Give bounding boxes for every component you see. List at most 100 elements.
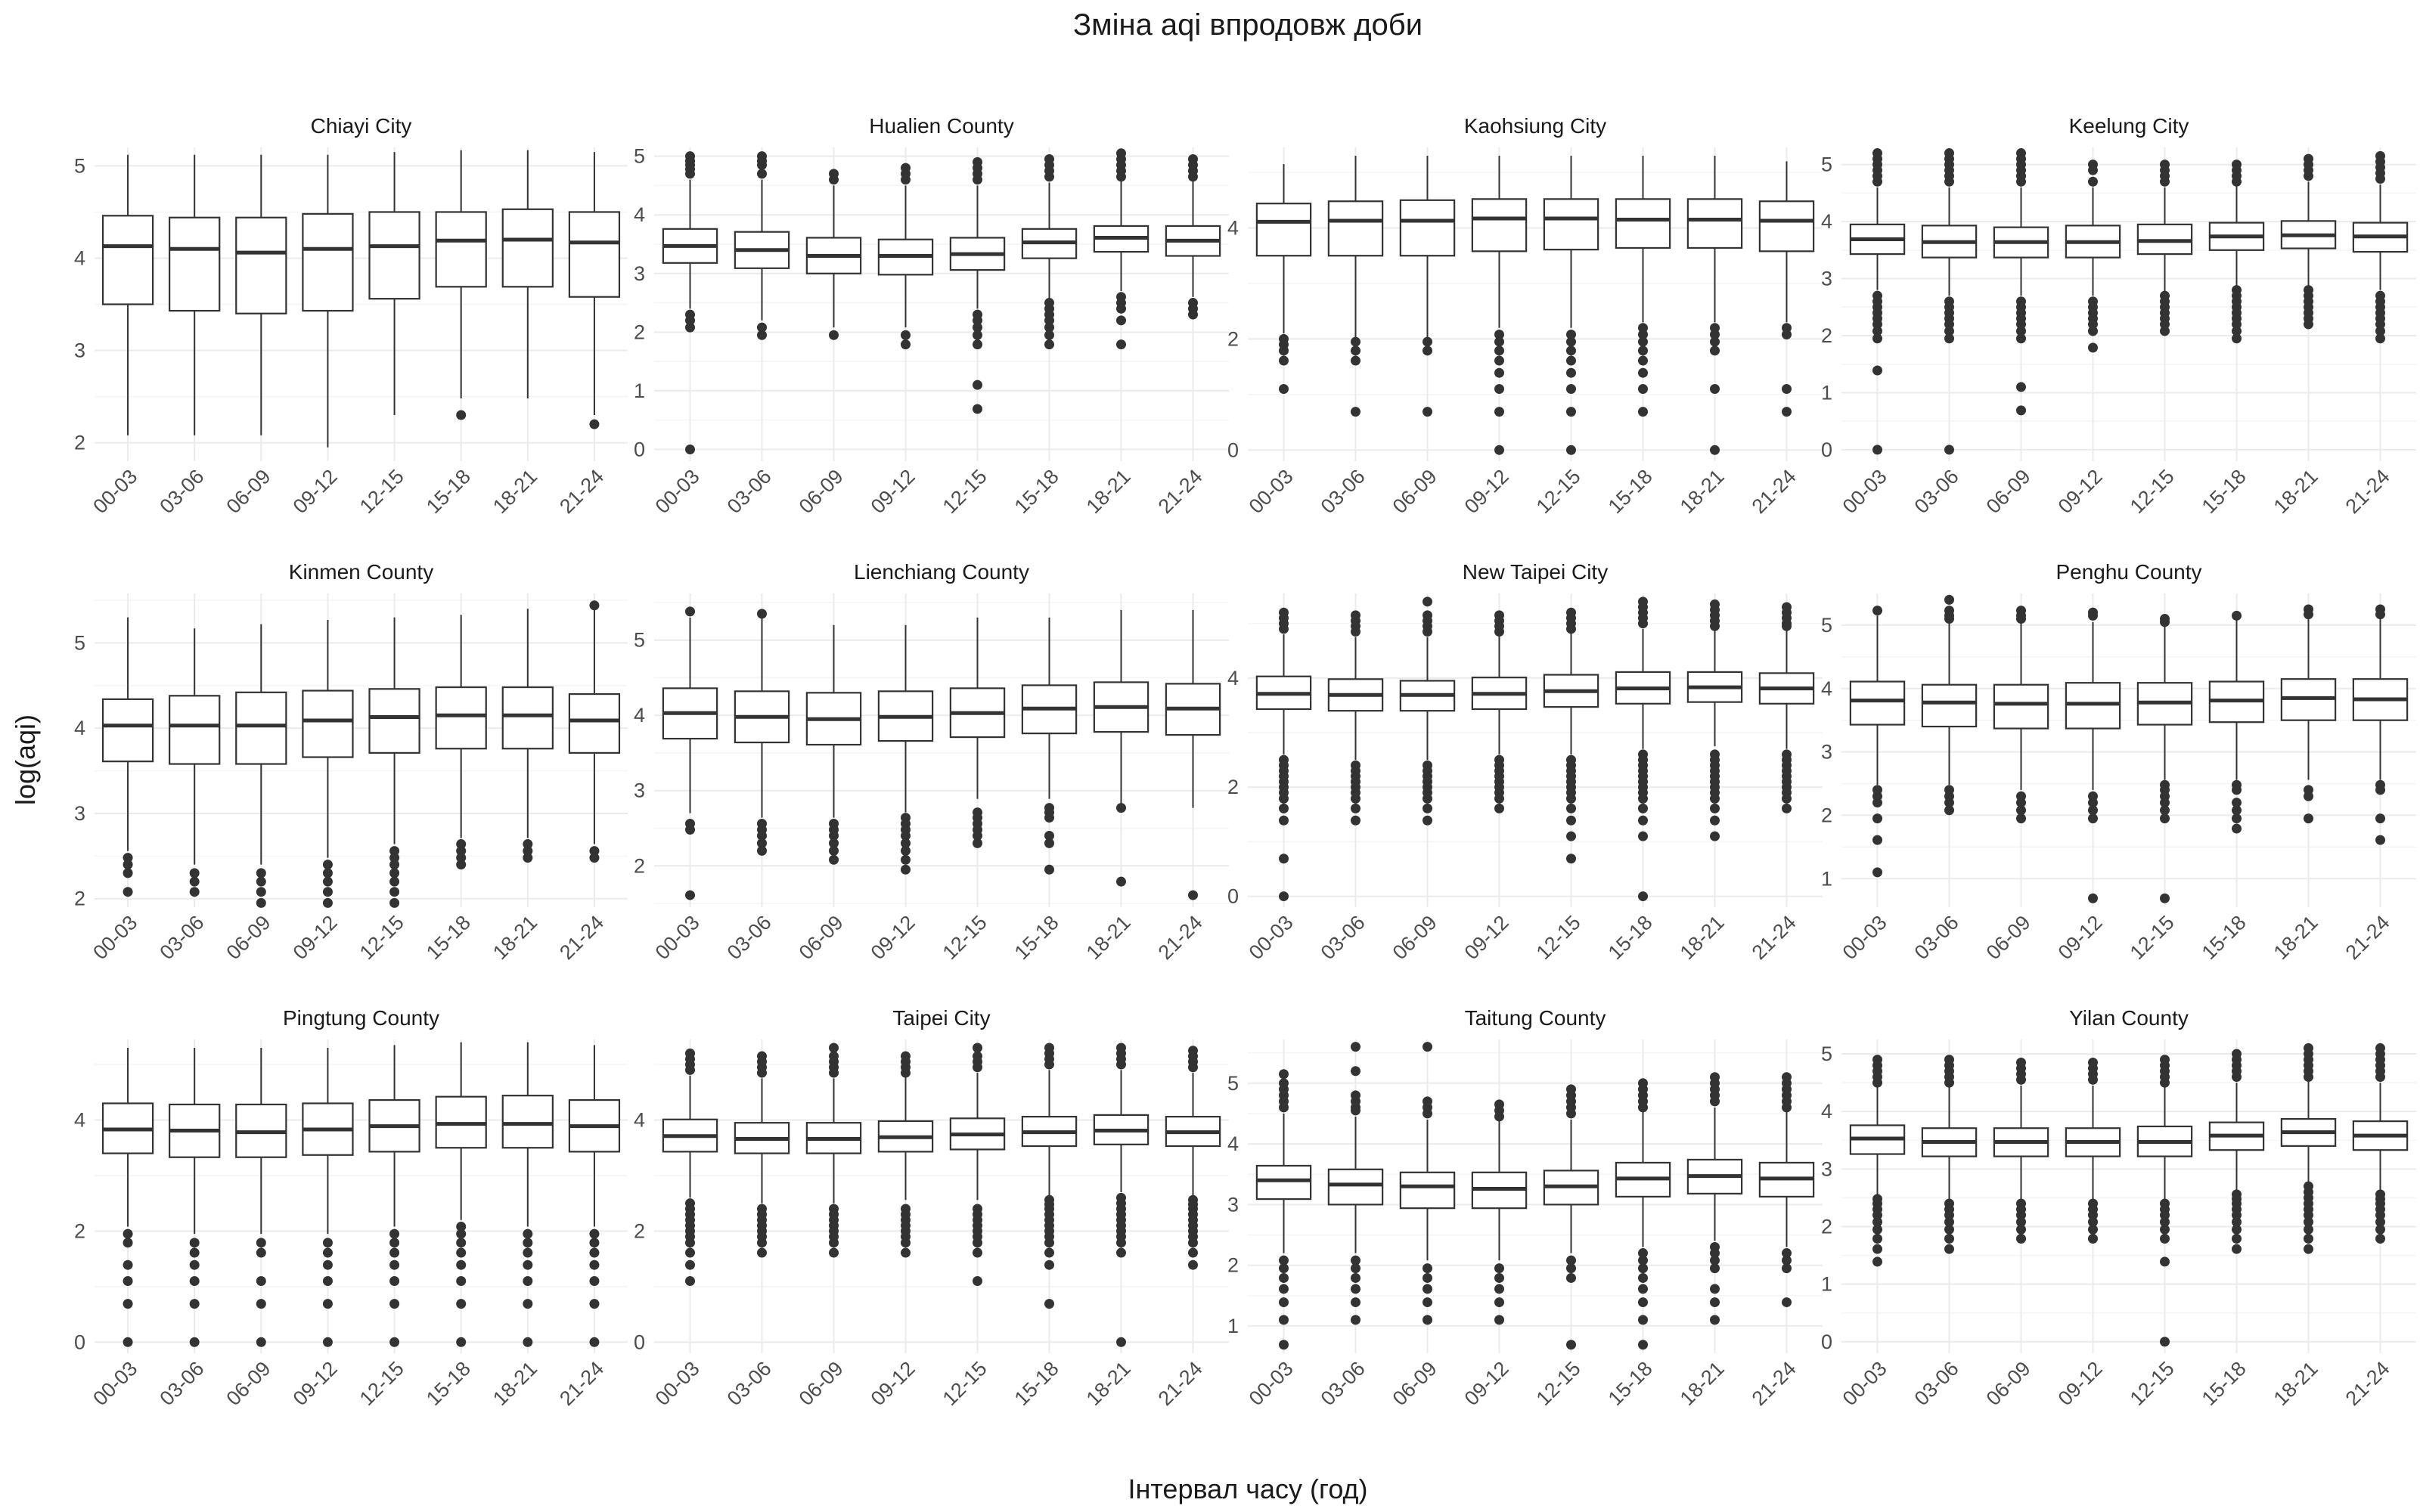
box-00-03 xyxy=(101,1048,154,1347)
outlier-point xyxy=(1116,339,1126,350)
outlier-point xyxy=(2375,835,2385,845)
y-tick-label: 0 xyxy=(74,1331,85,1353)
outlier-point xyxy=(1351,1263,1360,1274)
outlier-point xyxy=(2088,1210,2098,1220)
y-tick-label: 1 xyxy=(1821,867,1832,890)
outlier-point xyxy=(901,1238,911,1248)
outlier-point xyxy=(757,1247,767,1258)
outlier-point xyxy=(2016,805,2026,816)
iqr-box xyxy=(1921,683,1978,728)
outlier-point xyxy=(1710,1263,1720,1274)
outlier-point xyxy=(685,1276,695,1287)
outlier-point xyxy=(1566,803,1576,813)
box-03-06 xyxy=(1921,594,1978,816)
outlier-point xyxy=(901,1067,911,1078)
outlier-point xyxy=(1351,1105,1360,1116)
outlier-point xyxy=(1944,333,1954,344)
outlier-point xyxy=(2088,176,2098,187)
outlier-point xyxy=(1944,1077,1954,1088)
outlier-point xyxy=(189,1247,200,1258)
outlier-point xyxy=(1423,1042,1432,1052)
outlier-point xyxy=(2232,805,2242,816)
outlier-point xyxy=(2088,342,2098,353)
outlier-point xyxy=(973,330,982,340)
y-tick-label: 3 xyxy=(1821,1157,1832,1180)
outlier-point xyxy=(2088,1224,2098,1235)
outlier-point xyxy=(1494,1272,1504,1283)
iqr-box xyxy=(1471,198,1528,253)
box-06-09 xyxy=(805,1043,862,1258)
outlier-point xyxy=(1872,1224,1882,1235)
outlier-point xyxy=(1494,627,1504,637)
outlier-point xyxy=(1279,1340,1289,1350)
box-18-21 xyxy=(501,609,554,863)
y-tick-label: 2 xyxy=(634,1219,645,1242)
outlier-point xyxy=(1638,803,1648,813)
iqr-box xyxy=(368,688,420,754)
outlier-point xyxy=(1279,1263,1289,1274)
outlier-point xyxy=(456,1247,467,1258)
box-03-06 xyxy=(734,1051,790,1258)
outlier-point xyxy=(1044,1238,1054,1248)
outlier-point xyxy=(829,1043,839,1053)
outlier-point xyxy=(1872,319,1882,330)
outlier-point xyxy=(2375,1224,2385,1235)
y-tick-label: 5 xyxy=(1821,614,1832,637)
box-15-18 xyxy=(435,615,487,870)
outlier-point xyxy=(685,1247,695,1258)
facet-strip-label: Kinmen County xyxy=(289,560,433,584)
outlier-point xyxy=(1044,813,1054,823)
box-00-03 xyxy=(662,606,718,900)
outlier-point xyxy=(1279,1284,1289,1294)
outlier-point xyxy=(757,160,767,170)
iqr-box xyxy=(1255,1164,1312,1201)
outlier-point xyxy=(123,1228,133,1239)
box-21-24 xyxy=(1165,609,1221,900)
outlier-point xyxy=(2088,893,2098,903)
outlier-point xyxy=(589,1247,600,1258)
outlier-point xyxy=(1566,793,1576,804)
outlier-point xyxy=(2232,1233,2242,1244)
outlier-point xyxy=(189,1299,200,1309)
outlier-point xyxy=(1782,1102,1792,1113)
outlier-point xyxy=(1423,793,1432,804)
outlier-point xyxy=(1710,1096,1720,1107)
y-tick-label: 4 xyxy=(634,203,645,226)
outlier-point xyxy=(1638,330,1648,340)
outlier-point xyxy=(901,830,911,841)
outlier-point xyxy=(1423,407,1432,417)
outlier-point xyxy=(2232,1224,2242,1235)
box-00-03 xyxy=(1255,607,1312,902)
outlier-point xyxy=(829,1067,839,1078)
box-21-24 xyxy=(2352,150,2409,344)
outlier-point xyxy=(2160,1210,2170,1220)
outlier-point xyxy=(1279,1315,1289,1325)
outlier-point xyxy=(1944,614,1954,624)
outlier-point xyxy=(2375,785,2385,795)
outlier-point xyxy=(1044,315,1054,326)
outlier-point xyxy=(685,169,695,179)
outlier-point xyxy=(189,1337,200,1347)
outlier-point xyxy=(1872,867,1882,878)
y-tick-label: 5 xyxy=(1821,153,1832,176)
outlier-point xyxy=(2304,1224,2313,1235)
box-21-24 xyxy=(1165,1046,1221,1270)
outlier-point xyxy=(256,887,266,897)
outlier-point xyxy=(589,1299,600,1309)
outlier-point xyxy=(1944,1244,1954,1254)
outlier-point xyxy=(589,1276,600,1287)
outlier-point xyxy=(829,845,839,856)
outlier-point xyxy=(1944,805,1954,816)
outlier-point xyxy=(1044,322,1054,333)
outlier-point xyxy=(123,1337,133,1347)
outlier-point xyxy=(1188,890,1198,900)
outlier-point xyxy=(685,1238,695,1248)
iqr-box xyxy=(501,686,554,750)
outlier-point xyxy=(973,838,982,848)
outlier-point xyxy=(829,838,839,848)
outlier-point xyxy=(2088,805,2098,816)
outlier-point xyxy=(1351,345,1360,356)
outlier-point xyxy=(1638,1272,1648,1283)
